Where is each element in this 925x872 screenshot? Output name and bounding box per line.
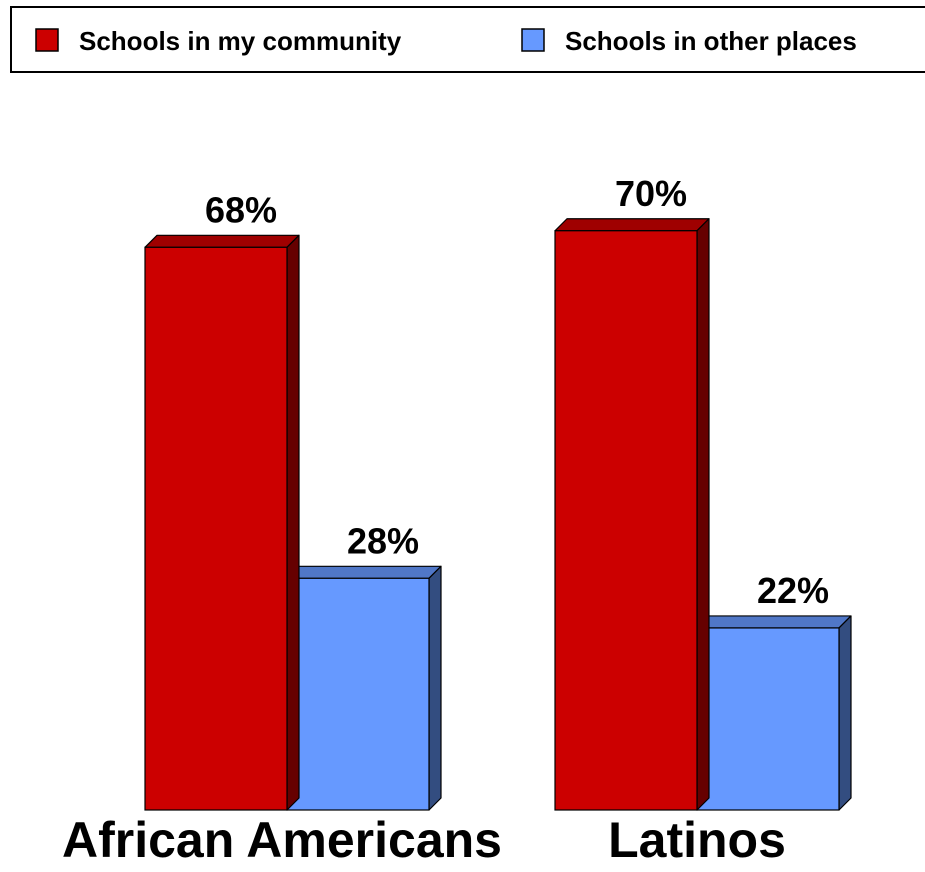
value-label-african-americans-schools-in-other-places: 28% [347, 520, 419, 561]
legend: Schools in my community Schools in other… [10, 6, 925, 73]
bar-african-americans-schools-in-my-community-top-face [144, 234, 300, 248]
legend-frame [10, 6, 925, 73]
value-label-latinos-schools-in-my-community: 70% [615, 173, 687, 214]
legend-swatch-other-places [521, 28, 545, 52]
bar-latinos-schools-in-my-community-front-face [554, 230, 698, 811]
bar-latinos-schools-in-other-places [696, 615, 852, 811]
category-label-african-americans: African Americans [62, 812, 502, 868]
category-labels-layer: African Americans Latinos [62, 812, 786, 868]
bar-latinos-schools-in-my-community [554, 218, 710, 811]
bar-african-americans-schools-in-other-places-side-face [428, 565, 442, 811]
bar-latinos-schools-in-other-places-side-face [838, 615, 852, 811]
bar-african-americans-schools-in-my-community [144, 234, 300, 811]
value-labels-layer: 28% 68% 22% 70% [205, 173, 829, 611]
bar-african-americans-schools-in-my-community-side-face [286, 234, 300, 811]
bars-layer [144, 218, 852, 811]
bar-latinos-schools-in-my-community-side-face [696, 218, 710, 811]
bar-african-americans-schools-in-other-places-top-face [286, 565, 442, 579]
value-label-african-americans-schools-in-my-community: 68% [205, 189, 277, 230]
legend-label-community: Schools in my community [79, 26, 402, 56]
value-label-latinos-schools-in-other-places: 22% [757, 570, 829, 611]
bar-latinos-schools-in-my-community-top-face [554, 218, 710, 232]
category-label-latinos: Latinos [608, 812, 786, 868]
bar-latinos-schools-in-other-places-top-face [696, 615, 852, 629]
bar-latinos-schools-in-other-places-front-face [696, 627, 840, 811]
bar-african-americans-schools-in-my-community-front-face [144, 246, 288, 811]
legend-item-other-places: Schools in other places [521, 26, 857, 56]
legend-swatch-community [35, 28, 59, 52]
legend-label-other-places: Schools in other places [565, 26, 857, 56]
bar-african-americans-schools-in-other-places-front-face [286, 577, 430, 811]
legend-item-community: Schools in my community [35, 26, 402, 56]
bar-african-americans-schools-in-other-places [286, 565, 442, 811]
